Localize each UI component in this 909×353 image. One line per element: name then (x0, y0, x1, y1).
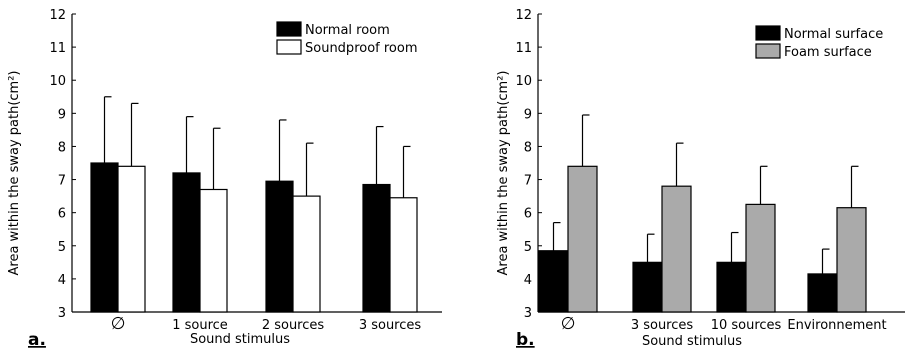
legend-swatch (755, 43, 781, 59)
y-tick-label: 5 (524, 240, 532, 255)
bar-normal-surface (807, 273, 838, 313)
x-tick-label: Environnement (787, 318, 886, 333)
legend-swatch (276, 21, 302, 37)
bar-soundproof-room (117, 165, 146, 313)
panel-label: b. (516, 330, 535, 350)
bar-soundproof-room (389, 197, 418, 313)
y-tick-label: 12 (515, 8, 532, 23)
chart-panel-b: 3 4 5 6 7 8 9 10 11 12 Area within the sway path(c… (496, 8, 905, 350)
y-tick-label: 7 (524, 174, 532, 189)
legend-label: Foam surface (784, 45, 872, 60)
bar-foam-surface (836, 207, 867, 313)
y-tick-label: 6 (58, 207, 66, 222)
bar-foam-surface (567, 165, 598, 313)
y-tick-label: 6 (524, 207, 532, 222)
y-tick-label: 11 (515, 41, 532, 56)
legend-label: Normal surface (784, 27, 883, 42)
bar-normal-surface (632, 261, 663, 313)
bar-soundproof-room (292, 195, 321, 313)
x-axis-title: Sound stimulus (190, 332, 290, 347)
y-tick-label: 9 (524, 107, 532, 122)
y-tick-label: 12 (49, 8, 66, 23)
legend: Normal room Soundproof room (276, 21, 418, 56)
legend-swatch (755, 25, 781, 41)
legend-swatch (276, 39, 302, 55)
x-tick-label: 3 sources (631, 318, 694, 333)
bar-foam-surface (745, 203, 776, 313)
x-tick-label: 3 sources (359, 318, 422, 333)
y-tick-label: 5 (58, 240, 66, 255)
bar-normal-room (265, 180, 294, 313)
y-tick-label: 3 (58, 306, 66, 321)
bar-normal-room (172, 172, 201, 313)
bar-normal-room (362, 183, 391, 313)
x-axis-title: Sound stimulus (642, 334, 742, 349)
legend-label: Soundproof room (305, 41, 418, 56)
y-tick-label: 10 (49, 74, 66, 89)
x-tick-label: 2 sources (262, 318, 325, 333)
y-tick-label: 3 (524, 306, 532, 321)
bar-soundproof-room (199, 188, 228, 313)
y-axis-title: Area within the sway path(cm²) (7, 71, 22, 276)
chart-panel-a: 3 4 5 6 7 8 9 10 11 12 Area within the sway path(c… (7, 8, 442, 350)
bar-normal-room (90, 162, 119, 313)
panel-label: a. (28, 330, 46, 350)
legend: Normal surface Foam surface (755, 25, 883, 60)
bar-normal-surface (538, 250, 569, 313)
y-tick-label: 4 (58, 273, 66, 288)
x-tick-label: 10 sources (711, 318, 782, 333)
x-tick-label: 1 source (172, 318, 228, 333)
y-tick-label: 11 (49, 41, 66, 56)
legend-label: Normal room (305, 23, 390, 38)
y-axis-title: Area within the sway path(cm²) (496, 71, 511, 276)
y-tick-label: 8 (58, 140, 66, 155)
x-tick-label: ∅ (111, 314, 126, 334)
y-tick-label: 7 (58, 174, 66, 189)
bar-foam-surface (661, 185, 692, 313)
y-tick-label: 8 (524, 140, 532, 155)
bar-normal-surface (716, 261, 747, 313)
y-tick-label: 9 (58, 107, 66, 122)
y-tick-label: 10 (515, 74, 532, 89)
y-tick-label: 4 (524, 273, 532, 288)
x-tick-label: ∅ (561, 314, 576, 334)
